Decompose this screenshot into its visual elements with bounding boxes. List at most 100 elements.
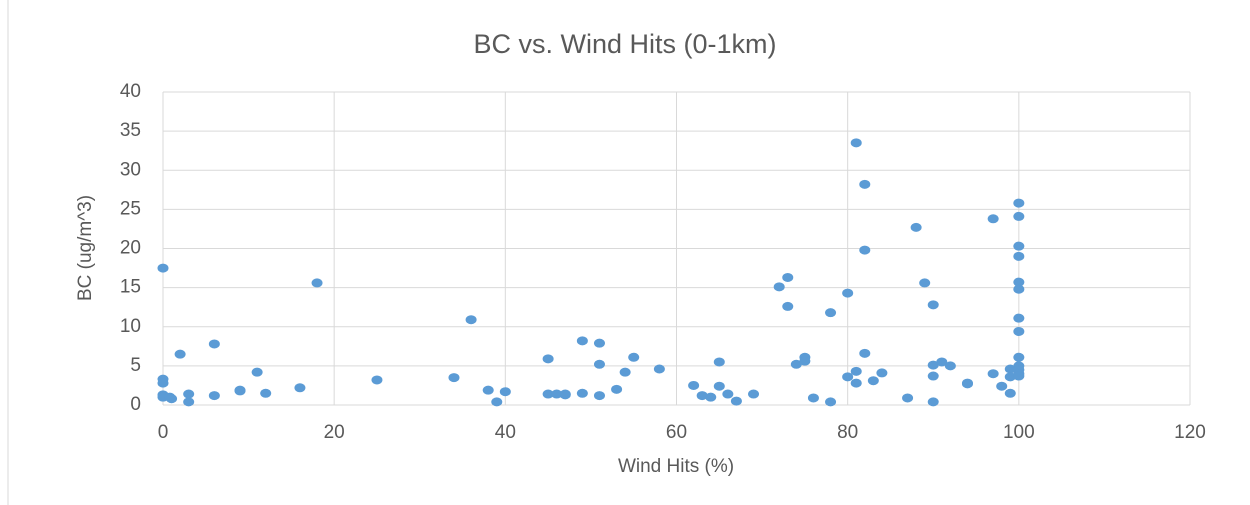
- point: [576, 336, 588, 346]
- point: [842, 288, 854, 298]
- x-axis-label: Wind Hits (%): [618, 456, 734, 477]
- point: [936, 357, 948, 367]
- point: [251, 367, 263, 377]
- point: [593, 338, 605, 348]
- x-tick-label: 80: [837, 422, 858, 443]
- point: [183, 397, 195, 407]
- point: [611, 384, 623, 394]
- point: [1013, 211, 1025, 221]
- point: [987, 369, 999, 379]
- point: [311, 278, 323, 288]
- point: [559, 389, 571, 399]
- x-tick-label: 120: [1174, 422, 1206, 443]
- point: [902, 393, 914, 403]
- point: [961, 379, 973, 389]
- point: [748, 389, 760, 399]
- point: [825, 308, 837, 318]
- point: [619, 367, 631, 377]
- point: [705, 392, 717, 402]
- point: [1013, 352, 1025, 362]
- point: [542, 354, 554, 364]
- point: [688, 380, 700, 390]
- point: [1013, 277, 1025, 287]
- point: [1013, 241, 1025, 251]
- point: [465, 315, 477, 325]
- y-tick-label: 20: [120, 238, 141, 259]
- point: [867, 376, 879, 386]
- point: [482, 385, 494, 395]
- point: [944, 361, 956, 371]
- point: [593, 391, 605, 401]
- point: [1013, 326, 1025, 336]
- point: [782, 272, 794, 282]
- point: [593, 359, 605, 369]
- point: [713, 357, 725, 367]
- point: [208, 339, 220, 349]
- point: [782, 301, 794, 311]
- point: [876, 368, 888, 378]
- point: [807, 393, 819, 403]
- x-tick-label: 60: [666, 422, 687, 443]
- point: [859, 348, 871, 358]
- point: [799, 356, 811, 366]
- point: [1013, 198, 1025, 208]
- point: [234, 385, 246, 395]
- y-tick-label: 30: [120, 159, 141, 180]
- point: [773, 282, 785, 292]
- point: [790, 359, 802, 369]
- point: [859, 179, 871, 189]
- point: [842, 372, 854, 382]
- x-tick-label: 20: [324, 422, 345, 443]
- point: [1013, 313, 1025, 323]
- point: [576, 388, 588, 398]
- point: [850, 366, 862, 376]
- point: [927, 360, 939, 370]
- point: [825, 397, 837, 407]
- point: [174, 349, 186, 359]
- point: [919, 278, 931, 288]
- point: [730, 396, 742, 406]
- y-tick-label: 15: [120, 277, 141, 298]
- point: [260, 388, 272, 398]
- point: [542, 389, 554, 399]
- point: [628, 352, 640, 362]
- point: [371, 375, 383, 385]
- point: [996, 381, 1008, 391]
- point: [927, 397, 939, 407]
- point: [448, 373, 460, 383]
- point: [294, 383, 306, 393]
- x-tick-label: 40: [495, 422, 516, 443]
- point: [208, 391, 220, 401]
- point: [1013, 251, 1025, 261]
- y-tick-label: 35: [120, 120, 141, 141]
- point: [713, 381, 725, 391]
- point: [653, 364, 665, 374]
- y-tick-label: 25: [120, 198, 141, 219]
- point: [1004, 388, 1016, 398]
- y-axis-label: BC (ug/m^3): [75, 195, 96, 301]
- point: [910, 222, 922, 232]
- point: [850, 138, 862, 148]
- point: [499, 387, 511, 397]
- point: [491, 397, 503, 407]
- point: [859, 245, 871, 255]
- point: [166, 394, 178, 404]
- point: [157, 378, 169, 388]
- point: [927, 371, 939, 381]
- point: [987, 214, 999, 224]
- point: [1013, 371, 1025, 381]
- x-tick-label: 100: [1003, 422, 1035, 443]
- point: [696, 391, 708, 401]
- point: [1004, 364, 1016, 374]
- point: [722, 389, 734, 399]
- y-tick-label: 0: [130, 394, 141, 415]
- point: [927, 300, 939, 310]
- y-tick-label: 40: [120, 81, 141, 102]
- point: [551, 389, 563, 399]
- point: [157, 263, 169, 273]
- x-tick-label: 0: [158, 422, 169, 443]
- point: [1013, 284, 1025, 294]
- y-tick-label: 10: [120, 316, 141, 337]
